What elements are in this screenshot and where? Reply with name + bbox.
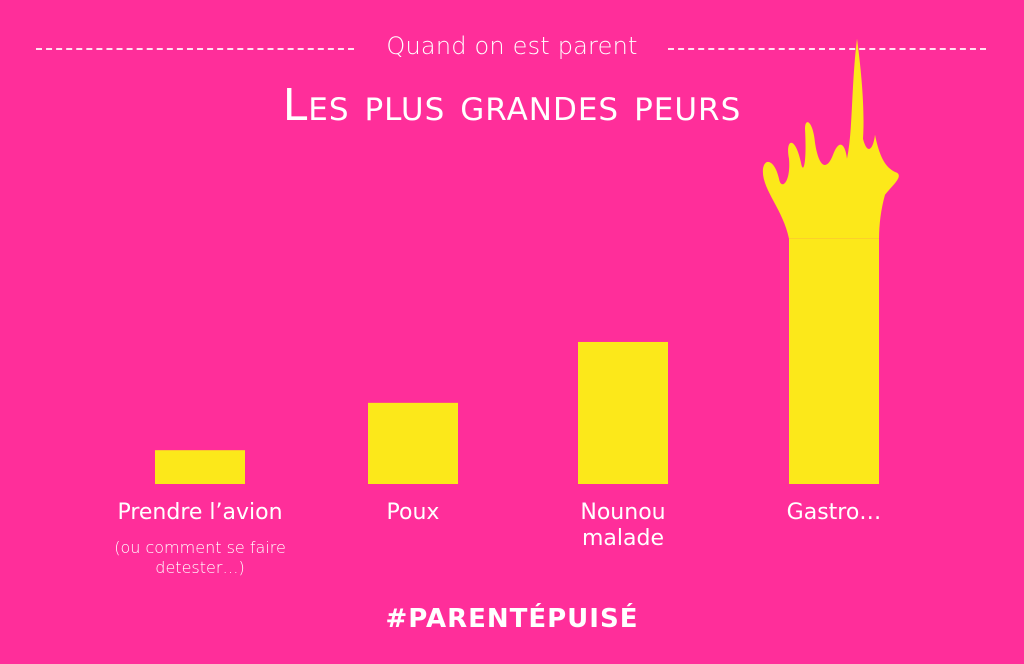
category-note-line: detester…) xyxy=(155,558,245,577)
chart-subtitle: Quand on est parent xyxy=(386,32,638,60)
category-label-4: Gastro… xyxy=(714,500,954,526)
hashtag: #PARENTÉPUISÉ xyxy=(385,604,639,634)
category-label-line: Prendre l’avion xyxy=(117,500,283,525)
chart-title: Les plus grandes peurs xyxy=(282,80,742,131)
category-note-1: (ou comment se faire detester…) xyxy=(80,538,320,578)
category-label-1: Prendre l’avion xyxy=(80,500,320,526)
category-label-line: Gastro… xyxy=(786,500,882,525)
bar-3 xyxy=(578,341,668,484)
category-label-line: Nounou xyxy=(580,500,666,525)
bar-4 xyxy=(762,38,899,484)
bar-1 xyxy=(155,450,245,484)
category-label-3: Nounou malade xyxy=(503,500,743,552)
category-label-line: malade xyxy=(581,526,664,551)
bar-2 xyxy=(368,402,458,484)
dashed-rule-left xyxy=(36,48,354,50)
dashed-rule-right xyxy=(668,48,986,50)
category-label-line: Poux xyxy=(386,500,440,525)
category-note-line: (ou comment se faire xyxy=(114,538,286,557)
category-label-2: Poux xyxy=(293,500,533,526)
